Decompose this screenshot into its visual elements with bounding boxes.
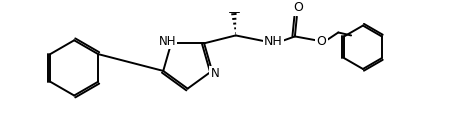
Text: NH: NH <box>264 35 283 48</box>
Text: N: N <box>211 67 219 80</box>
Text: O: O <box>293 1 303 14</box>
Text: NH: NH <box>159 35 176 48</box>
Text: O: O <box>316 35 327 48</box>
